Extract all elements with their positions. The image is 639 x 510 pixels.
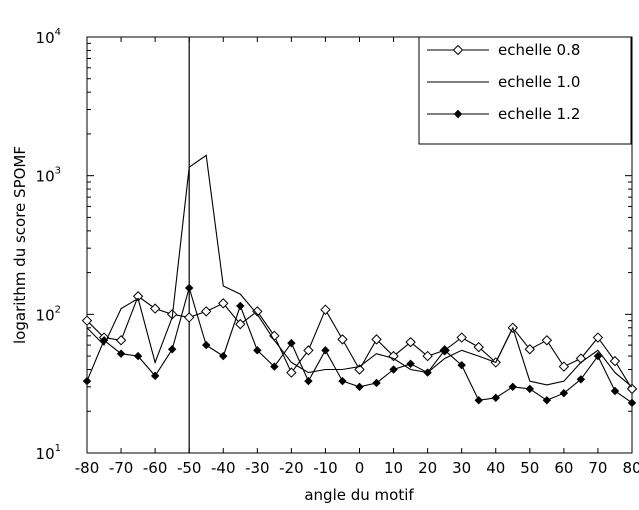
data-point xyxy=(456,332,467,343)
data-point xyxy=(133,351,143,361)
data-point xyxy=(219,351,228,361)
data-point xyxy=(457,360,466,370)
x-tick-label: -80 xyxy=(75,459,100,477)
data-point xyxy=(405,336,416,348)
x-tick-label: -30 xyxy=(245,459,270,477)
legend-box xyxy=(418,36,632,145)
data-point xyxy=(524,344,536,355)
data-point xyxy=(355,382,364,392)
data-point xyxy=(150,371,160,381)
data-point xyxy=(201,306,212,317)
data-point xyxy=(558,361,570,372)
data-point xyxy=(116,349,126,358)
data-point xyxy=(149,303,161,314)
x-axis-label: angle du motif xyxy=(304,486,414,504)
x-tick-label: 0 xyxy=(355,459,365,477)
data-point xyxy=(627,398,637,408)
data-point xyxy=(372,378,381,388)
legend-marker xyxy=(453,109,463,119)
data-point xyxy=(183,312,195,323)
data-point xyxy=(371,334,382,345)
legend-entries: echelle 0.8 echelle 1.0 echelle 1.2 xyxy=(427,41,580,123)
data-point xyxy=(508,382,517,392)
legend-label: echelle 0.8 xyxy=(498,41,580,59)
data-point xyxy=(81,315,93,326)
data-point xyxy=(320,304,331,315)
data-point xyxy=(542,396,552,405)
x-tick-label: 60 xyxy=(554,459,573,477)
data-point xyxy=(440,346,449,355)
series-0 xyxy=(81,291,638,395)
x-tick-label: -60 xyxy=(143,459,168,477)
x-tick-label: 40 xyxy=(486,459,505,477)
data-point xyxy=(576,375,586,384)
x-tick-label: 20 xyxy=(418,459,437,477)
data-point xyxy=(287,338,296,348)
x-tick-label: -40 xyxy=(211,459,236,477)
data-point xyxy=(406,359,415,368)
y-tick-label: 102 xyxy=(36,304,61,324)
data-point xyxy=(167,345,177,354)
x-tick-label: -10 xyxy=(313,459,338,477)
x-tick-label: 80 xyxy=(622,459,639,477)
data-point xyxy=(491,393,500,403)
data-point xyxy=(337,334,348,345)
y-axis-label: logarithm du score SPOMF xyxy=(11,146,29,344)
data-point xyxy=(525,384,535,394)
data-point xyxy=(626,383,638,395)
data-point xyxy=(82,376,92,386)
data-point xyxy=(559,388,569,398)
x-tick-label: -20 xyxy=(279,459,304,477)
data-point xyxy=(253,346,262,355)
data-point xyxy=(303,345,314,356)
data-point xyxy=(592,332,604,343)
data-point xyxy=(609,355,621,367)
x-tick-label: -70 xyxy=(109,459,134,477)
y-tick-label: 103 xyxy=(36,166,61,186)
legend-label: echelle 1.0 xyxy=(498,73,580,91)
y-tick-label: 101 xyxy=(36,443,61,463)
x-tick-label: 30 xyxy=(452,459,471,477)
series-1 xyxy=(86,154,633,388)
data-point xyxy=(202,340,211,350)
x-tick-label: -50 xyxy=(177,459,202,477)
data-point xyxy=(236,301,245,311)
data-point xyxy=(389,365,398,374)
data-point xyxy=(610,386,620,396)
series-layer xyxy=(81,37,638,453)
data-point xyxy=(304,376,313,386)
series-line xyxy=(86,154,633,388)
data-point xyxy=(99,336,109,345)
legend-marker xyxy=(452,44,464,56)
data-point xyxy=(423,368,432,377)
data-point xyxy=(184,283,194,293)
data-point xyxy=(252,306,263,317)
data-point xyxy=(321,346,330,355)
data-point xyxy=(541,335,553,346)
data-point xyxy=(422,350,433,362)
data-point xyxy=(115,335,127,346)
x-tick-label: 50 xyxy=(520,459,539,477)
legend-label: echelle 1.2 xyxy=(498,105,580,123)
x-tick-label: 70 xyxy=(588,459,607,477)
data-point xyxy=(354,364,365,375)
data-point xyxy=(474,396,483,405)
data-point xyxy=(593,351,603,361)
data-point xyxy=(286,367,297,378)
x-tick-label: 10 xyxy=(384,459,403,477)
data-point xyxy=(473,341,484,353)
data-point xyxy=(132,291,144,302)
data-point xyxy=(235,318,246,330)
legend: echelle 0.8 echelle 1.0 echelle 1.2 xyxy=(418,36,632,145)
series-2 xyxy=(82,283,637,408)
data-point xyxy=(270,362,279,371)
y-tick-label: 104 xyxy=(36,27,61,47)
data-point xyxy=(338,376,347,386)
data-point xyxy=(218,298,229,309)
